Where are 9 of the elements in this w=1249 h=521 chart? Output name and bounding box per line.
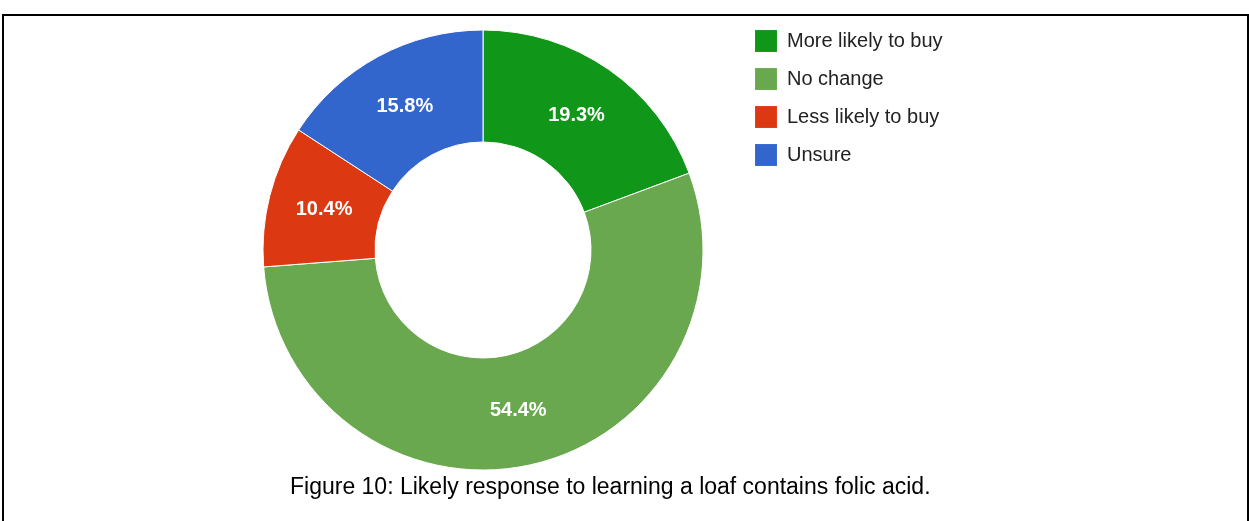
legend-label: Less likely to buy: [787, 105, 940, 127]
legend-label: No change: [787, 67, 884, 89]
legend-label: Unsure: [787, 143, 852, 165]
legend-label: More likely to buy: [787, 29, 943, 51]
data-label: 10.4%: [295, 197, 353, 220]
data-label: 19.3%: [548, 103, 606, 126]
data-label: 15.8%: [376, 93, 434, 116]
data-label: 54.4%: [489, 398, 547, 421]
text: Figure 10: Likely response to learning a loaf contains folic acid.: [290, 473, 931, 499]
